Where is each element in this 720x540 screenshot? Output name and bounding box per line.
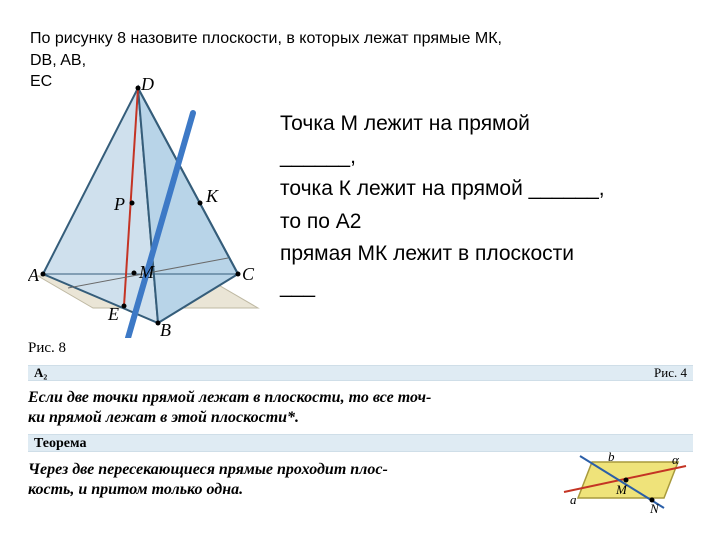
main-l1: Точка М лежит на прямой: [280, 112, 530, 135]
axiom-a2-text: Если две точки прямой лежат в плоскости,…: [28, 388, 528, 428]
label-K: K: [205, 186, 219, 206]
teorema-l2: кость, и притом только одна.: [28, 481, 243, 498]
label-E: E: [107, 304, 119, 324]
label-M: M: [138, 262, 155, 282]
main-l5: прямая МК лежит в плоскости: [280, 242, 574, 265]
theorem-text: Через две пересекающиеся прямые проходит…: [28, 460, 528, 500]
fig4-label: Рис. 4: [654, 365, 687, 381]
mini-svg: a b α M N: [560, 448, 690, 516]
mini-b: b: [608, 449, 615, 464]
axiom-a2-band: A₂ Рис. 4: [28, 365, 693, 381]
mini-N: N: [649, 501, 660, 516]
main-l6: ___: [280, 275, 315, 298]
label-B: B: [160, 320, 171, 338]
fill-in-text: Точка М лежит на прямой ______, точка К …: [280, 108, 720, 303]
mini-M: M: [615, 482, 628, 497]
label-A: A: [28, 265, 40, 285]
mini-a: a: [570, 492, 577, 507]
figure-8-pyramid: D A B C E K M P: [28, 78, 278, 343]
axiom-l2: ки прямой лежат в этой плоскости*.: [28, 409, 299, 426]
main-l4: то по А2: [280, 210, 361, 233]
main-l3: точка К лежит на прямой ______,: [280, 177, 605, 200]
figure-8-caption: Рис. 8: [28, 340, 66, 357]
mini-alpha: α: [672, 452, 680, 467]
label-D: D: [140, 78, 154, 94]
mini-plane-figure: a b α M N: [560, 448, 690, 516]
pyramid-svg: D A B C E K M P: [28, 78, 278, 338]
task-line-1: По рисунку 8 назовите плоскости, в котор…: [30, 30, 502, 69]
a2-label: A₂: [34, 365, 47, 381]
label-P: P: [113, 194, 125, 214]
axiom-l1: Если две точки прямой лежат в плоскости,…: [28, 389, 431, 406]
teorema-l1: Через две пересекающиеся прямые проходит…: [28, 461, 388, 478]
main-l2: ______,: [280, 145, 356, 168]
label-C: C: [242, 264, 255, 284]
theorem-label: Теорема: [34, 436, 86, 451]
